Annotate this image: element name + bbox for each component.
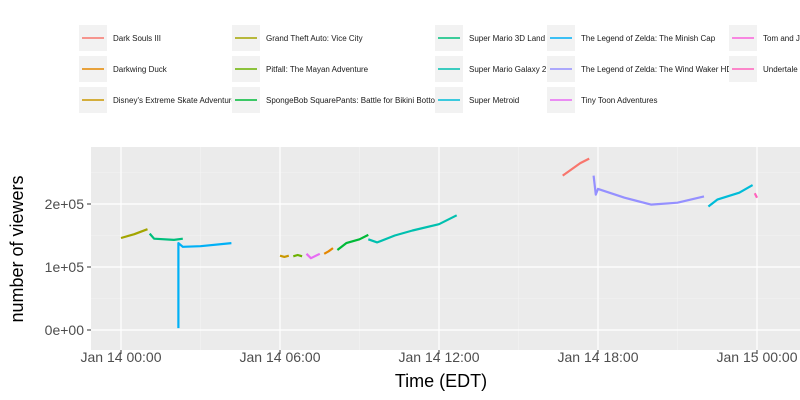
- y-tick-label: 1e+05: [45, 259, 85, 275]
- legend-label: SpongeBob SquarePants: Battle for Bikini…: [266, 96, 442, 105]
- series-line-super-metroid: [707, 184, 754, 208]
- x-tick-label: Jan 14 06:00: [240, 349, 321, 365]
- legend-item-super-metroid: Super Metroid: [435, 87, 519, 113]
- y-tick-label: 2e+05: [45, 196, 85, 212]
- legend-label: The Legend of Zelda: The Minish Cap: [581, 34, 716, 43]
- series-lines: [120, 157, 758, 329]
- series-line-the-legend-of-zelda-the-wind-waker-hd: [592, 175, 705, 206]
- legend-item-spongebob-squarepants-battle-for-bikini-bottom: SpongeBob SquarePants: Battle for Bikini…: [232, 87, 442, 113]
- x-axis-title: Time (EDT): [395, 371, 487, 391]
- legend-item-dark-souls-iii: Dark Souls III: [79, 25, 161, 51]
- y-axis-title: number of viewers: [7, 175, 27, 322]
- legend-item-disney-s-extreme-skate-adventure: Disney's Extreme Skate Adventure: [79, 87, 236, 113]
- x-tick-label: Jan 14 18:00: [558, 349, 639, 365]
- legend-label: Tiny Toon Adventures: [581, 96, 658, 105]
- series-line-disney-s-extreme-skate-adventure: [279, 254, 290, 258]
- series-line-super-mario-3d-land: [148, 232, 183, 241]
- legend-item-grand-theft-auto-vice-city: Grand Theft Auto: Vice City: [232, 25, 363, 51]
- series-line-darkwing-duck: [323, 247, 334, 255]
- series-line-the-legend-of-zelda-the-minish-cap: [177, 242, 232, 329]
- legend-item-super-mario-3d-land: Super Mario 3D Land: [435, 25, 545, 51]
- legend-label: Dark Souls III: [113, 34, 161, 43]
- legend-label: Darkwing Duck: [113, 65, 168, 74]
- legend-item-pitfall-the-mayan-adventure: Pitfall: The Mayan Adventure: [232, 56, 369, 82]
- legend-label: Pitfall: The Mayan Adventure: [266, 65, 369, 74]
- series-line-spongebob-squarepants-battle-for-bikini-bottom: [336, 233, 369, 251]
- legend-item-the-legend-of-zelda-the-minish-cap: The Legend of Zelda: The Minish Cap: [547, 25, 716, 51]
- y-tick-label: 0e+00: [45, 322, 85, 338]
- series-line-grand-theft-auto-vice-city: [120, 228, 148, 240]
- legend-label: Undertale: [763, 65, 798, 74]
- x-tick-label: Jan 14 00:00: [81, 349, 162, 365]
- x-axis: Jan 14 00:00 Jan 14 06:00 Jan 14 12:00 Jan …: [81, 349, 798, 365]
- legend-item-the-legend-of-zelda-the-wind-waker-hd: The Legend of Zelda: The Wind Waker HD: [547, 56, 732, 82]
- legend-label: Tom and Jerry: [763, 34, 800, 43]
- x-tick-label: Jan 14 12:00: [399, 349, 480, 365]
- gridlines: [91, 147, 800, 350]
- legend-item-undertale: Undertale: [729, 56, 798, 82]
- legend-label: Disney's Extreme Skate Adventure: [113, 96, 236, 105]
- series-line-undertale: [753, 192, 758, 199]
- series-line-pitfall-the-mayan-adventure: [292, 253, 303, 258]
- legend: Dark Souls III Darkwing Duck Disney's Extr…: [75, 18, 800, 118]
- legend-item-tiny-toon-adventures: Tiny Toon Adventures: [547, 87, 658, 113]
- legend-label: Super Metroid: [469, 96, 519, 105]
- legend-label: Grand Theft Auto: Vice City: [266, 34, 363, 43]
- series-line-tiny-toon-adventures: [305, 252, 321, 260]
- legend-label: The Legend of Zelda: The Wind Waker HD: [581, 65, 732, 74]
- y-axis: 0e+00 1e+05 2e+05: [45, 196, 91, 338]
- legend-item-super-mario-galaxy-2: Super Mario Galaxy 2: [435, 56, 547, 82]
- series-line-super-mario-galaxy-2: [367, 214, 458, 244]
- series-line-dark-souls-iii: [562, 157, 590, 177]
- legend-label: Super Mario Galaxy 2: [469, 65, 547, 74]
- legend-label: Super Mario 3D Land: [469, 34, 545, 43]
- legend-item-tom-and-jerry: Tom and Jerry: [729, 25, 800, 51]
- legend-item-darkwing-duck: Darkwing Duck: [79, 56, 168, 82]
- plot-panel: [91, 147, 800, 350]
- x-tick-label: Jan 15 00:00: [717, 349, 798, 365]
